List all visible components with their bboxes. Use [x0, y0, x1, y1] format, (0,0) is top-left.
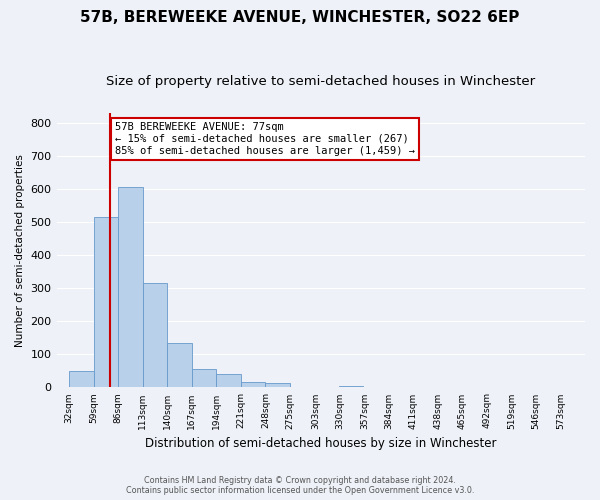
Bar: [290, 387, 314, 388]
Bar: [143, 283, 167, 388]
Bar: [118, 187, 143, 388]
Text: Contains HM Land Registry data © Crown copyright and database right 2024.
Contai: Contains HM Land Registry data © Crown c…: [126, 476, 474, 495]
Bar: [265, 384, 290, 388]
Text: 57B BEREWEEKE AVENUE: 77sqm
← 15% of semi-detached houses are smaller (267)
85% : 57B BEREWEEKE AVENUE: 77sqm ← 15% of sem…: [115, 122, 415, 156]
Y-axis label: Number of semi-detached properties: Number of semi-detached properties: [15, 154, 25, 346]
Bar: [69, 371, 94, 388]
Title: Size of property relative to semi-detached houses in Winchester: Size of property relative to semi-detach…: [106, 75, 535, 88]
Bar: [167, 343, 192, 388]
Bar: [94, 217, 118, 388]
Bar: [339, 386, 364, 388]
Bar: [241, 382, 265, 388]
Text: 57B, BEREWEEKE AVENUE, WINCHESTER, SO22 6EP: 57B, BEREWEEKE AVENUE, WINCHESTER, SO22 …: [80, 10, 520, 25]
Bar: [192, 368, 217, 388]
Bar: [217, 374, 241, 388]
X-axis label: Distribution of semi-detached houses by size in Winchester: Distribution of semi-detached houses by …: [145, 437, 497, 450]
